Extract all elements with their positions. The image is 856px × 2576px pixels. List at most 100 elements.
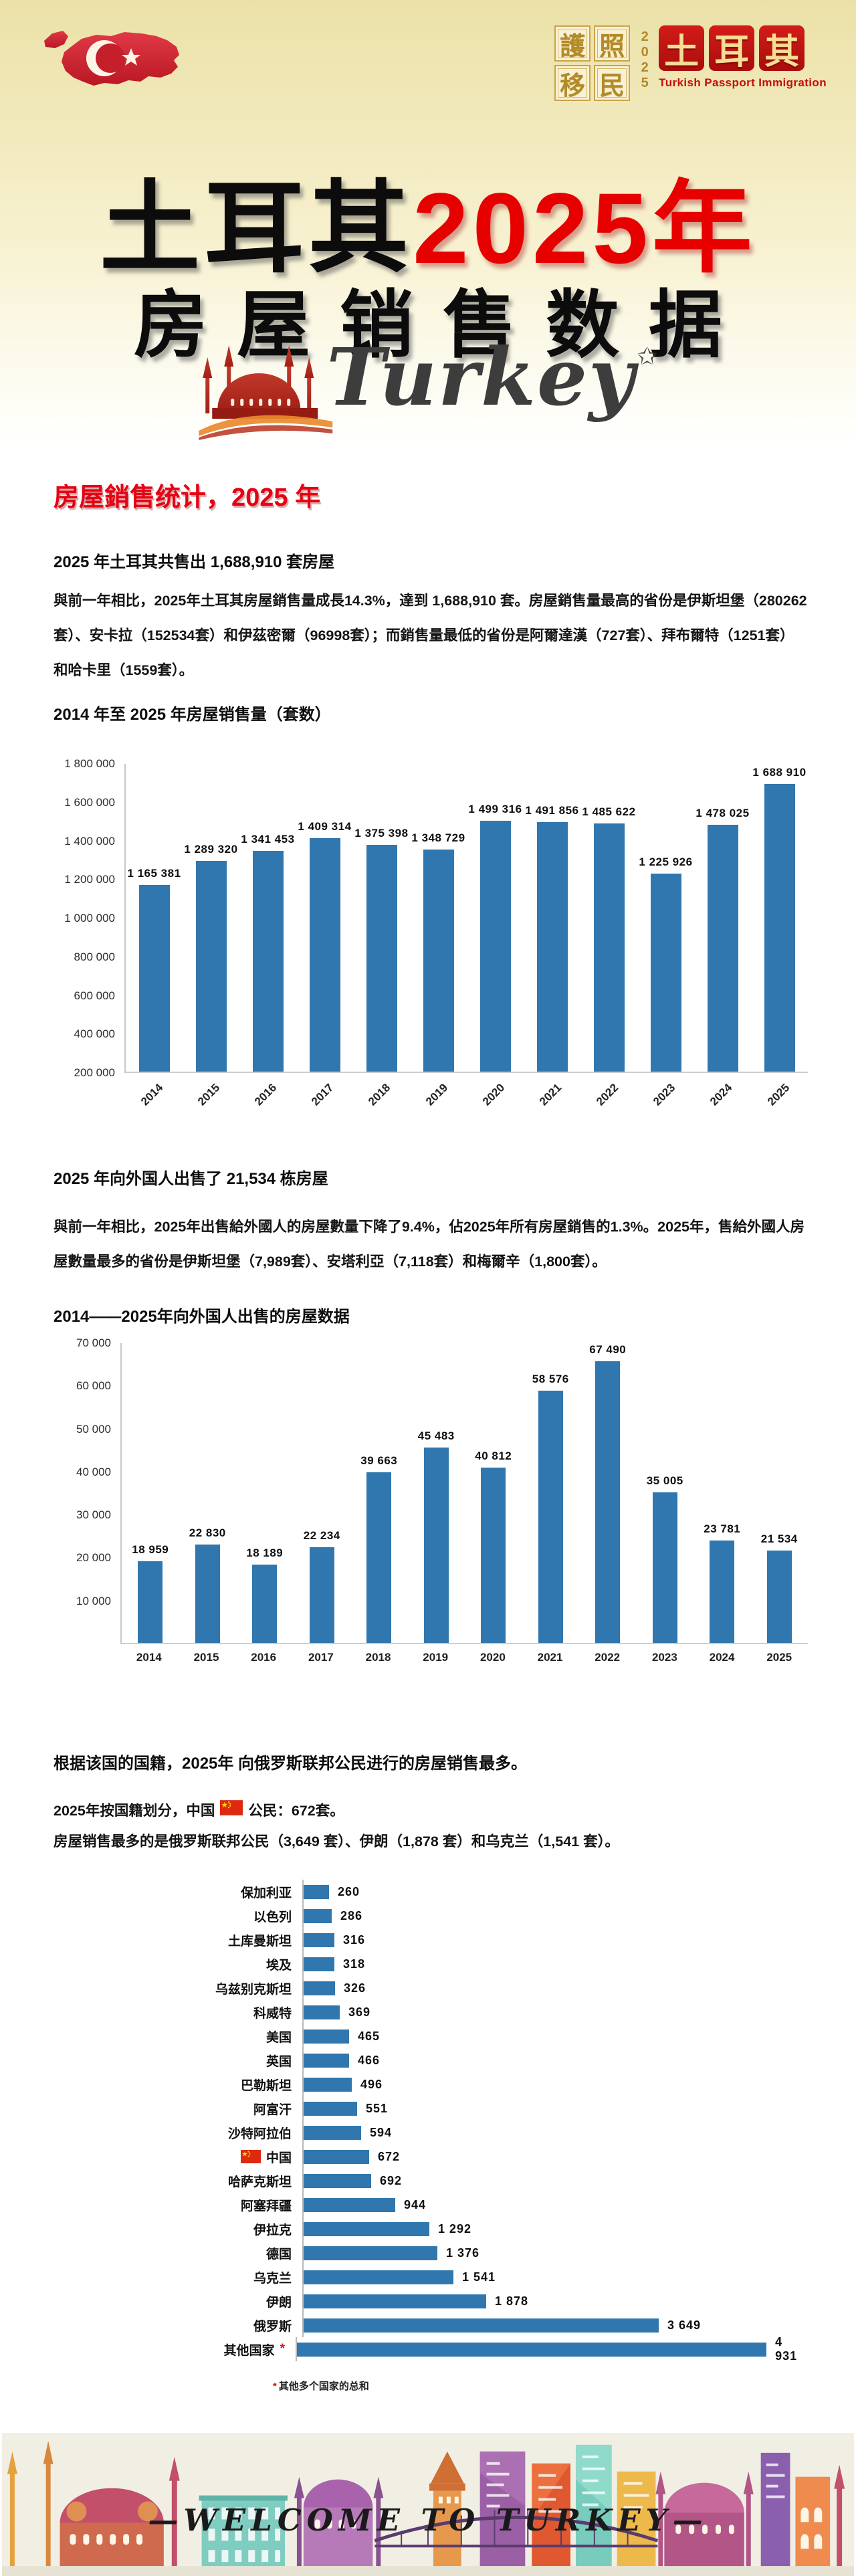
china-flag-icon <box>240 2150 261 2163</box>
bar <box>296 2342 767 2357</box>
section1-subheading: 2025 年土耳其共售出 1,688,910 套房屋 <box>54 553 335 571</box>
bar <box>304 2149 369 2164</box>
country-row: 沙特阿拉伯 594 <box>54 2120 808 2145</box>
logo-brand-char: 土 <box>659 25 705 72</box>
bar-value-label: 594 <box>370 2125 393 2139</box>
country-label: 阿富汗 <box>253 2102 292 2117</box>
y-axis-tick-label: 20 000 <box>76 1551 111 1564</box>
country-label: 美国 <box>265 2030 292 2045</box>
country-label: 巴勒斯坦 <box>240 2078 292 2093</box>
top-nationalities-line: 房屋销售最多的是俄罗斯联邦公民（3,649 套）、伊朗（1,878 套）和乌克兰… <box>54 1834 619 1850</box>
country-label: 乌兹别克斯坦 <box>215 1982 292 1997</box>
x-axis-tick-label: 2019 <box>423 1651 449 1664</box>
chart-sales-by-year: 1 800 000 1 600 000 1 400 000 1 200 000 1 00… <box>54 740 808 1141</box>
bar <box>304 2101 357 2116</box>
bar-value-label: 551 <box>366 2101 389 2115</box>
turkey-script-text: Turkey <box>326 330 636 423</box>
bar-slot: 35 005 <box>637 1343 694 1643</box>
istanbul-skyline-illustration <box>1 2433 855 2576</box>
bar <box>304 2173 371 2188</box>
bar <box>423 1448 449 1643</box>
y-axis-tick-label: 30 000 <box>76 1508 111 1521</box>
bar <box>481 1468 506 1643</box>
bar-slot: 40 812 <box>465 1343 522 1643</box>
country-label: 英国 <box>265 2054 292 2069</box>
bar-slot: 1 485 622 <box>580 764 637 1072</box>
china-flag-icon <box>220 1800 243 1819</box>
bar-slot: 1 348 729 <box>410 764 467 1072</box>
country-row: 俄罗斯 3 649 <box>54 2313 808 2337</box>
bar-value-label: 318 <box>343 1957 366 1971</box>
bar-value-label: 58 576 <box>532 1373 569 1385</box>
chart3-footnote: * 其他多个国家的总和 <box>273 2379 369 2393</box>
bar-value-label: 21 534 <box>760 1532 798 1545</box>
y-axis-tick-label: 50 000 <box>76 1423 111 1435</box>
bar-value-label: 465 <box>358 2029 381 2043</box>
bar <box>252 851 284 1072</box>
logo-seal-char: 照 <box>594 25 631 62</box>
bar-value-label: 1 376 <box>446 2246 480 2260</box>
x-axis-tick-label: 2014 <box>136 1651 162 1664</box>
bar <box>304 2077 352 2092</box>
title-black-part: 土耳其 <box>100 172 413 284</box>
bar <box>304 2294 486 2308</box>
bar <box>304 2125 361 2140</box>
x-axis: 2014 2015 2016 2017 2018 2019 2020 2021 2022 2023… <box>120 1651 808 1664</box>
bar-slot: 21 534 <box>751 1343 809 1643</box>
bar-value-label: 18 959 <box>132 1543 169 1556</box>
bar <box>304 2053 349 2068</box>
bar-slot: 1 289 320 <box>183 764 239 1072</box>
china-sales-line: 2025年按国籍划分，中国 公民：672套。 <box>54 1799 344 1820</box>
footnote-asterisk: * <box>280 2342 285 2356</box>
x-axis-tick-label: 2014 <box>138 1081 165 1108</box>
country-row: 哈萨克斯坦 692 <box>54 2169 808 2193</box>
x-axis-tick-label: 2018 <box>366 1081 393 1108</box>
bar <box>423 850 454 1072</box>
y-axis-tick-label: 400 000 <box>74 1027 115 1040</box>
x-axis-tick-label: 2025 <box>764 1081 792 1108</box>
bar <box>595 1361 621 1643</box>
country-row: 中国 672 <box>54 2145 808 2169</box>
country-label: 乌克兰 <box>253 2271 292 2286</box>
bar-value-label: 22 234 <box>303 1529 340 1542</box>
bar <box>366 845 397 1072</box>
country-label: 伊朗 <box>265 2295 292 2310</box>
bar <box>309 1547 334 1643</box>
bar-value-label: 1 485 622 <box>582 805 636 818</box>
bar-slot: 18 189 <box>236 1343 294 1643</box>
footnote-asterisk: * <box>273 2381 277 2392</box>
china-line-pre: 2025年按国籍划分，中国 <box>54 1803 215 1819</box>
section2-paragraph: 與前一年相比，2025年出售給外國人的房屋數量下降了9.4%，佔2025年所有房… <box>54 1219 805 1270</box>
y-axis-tick-label: 10 000 <box>76 1595 111 1607</box>
chart1-title: 2014 年至 2025 年房屋销售量（套数） <box>54 706 331 724</box>
bar-value-label: 326 <box>344 1981 366 1995</box>
x-axis-tick-label: 2021 <box>537 1651 563 1664</box>
country-label: 哈萨克斯坦 <box>227 2175 292 2189</box>
bar-value-label: 1 541 <box>462 2270 496 2284</box>
bar-value-label: 1 491 856 <box>525 804 579 817</box>
y-axis-tick-label: 800 000 <box>74 951 115 963</box>
bar-slot: 1 491 856 <box>524 764 580 1072</box>
logo-brand-char: 耳 <box>709 25 755 72</box>
hero-header: 護 照 移 民 2025 土 耳 其 Turkish Passport Immi… <box>0 0 856 446</box>
country-row: 乌兹别克斯坦 326 <box>54 1976 808 2000</box>
bar <box>304 1933 334 1947</box>
x-axis-tick-label: 2022 <box>594 1081 621 1108</box>
bar <box>304 1981 335 1995</box>
x-axis-tick-label: 2021 <box>536 1081 564 1108</box>
main-title-line2: 房屋销售数据 <box>134 284 752 367</box>
bar <box>652 1492 677 1643</box>
brand-logo: 護 照 移 民 2025 土 耳 其 Turkish Passport Immi… <box>554 25 827 101</box>
bar-slot: 1 478 025 <box>694 764 751 1072</box>
bar <box>304 2246 437 2260</box>
bar <box>195 861 227 1072</box>
x-axis-tick-label: 2015 <box>193 1651 219 1664</box>
logo-seal-char: 護 <box>554 25 591 62</box>
bar-slot: 1 688 910 <box>751 764 808 1072</box>
country-row: 英国 466 <box>54 2048 808 2072</box>
bar-value-label: 1 499 316 <box>468 803 522 815</box>
x-axis: 2014 2015 2016 2017 2018 2019 2020 2021 2022 2023… <box>124 1080 808 1108</box>
bar <box>366 1472 392 1643</box>
x-axis-tick-label: 2020 <box>479 1651 506 1664</box>
